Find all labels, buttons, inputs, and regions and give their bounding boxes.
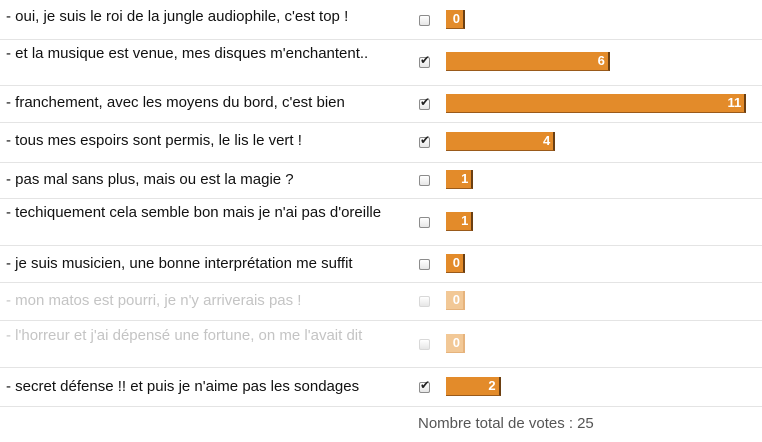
vote-count: 0: [452, 335, 460, 350]
vote-bar: 1: [446, 170, 474, 189]
poll-option-checkbox[interactable]: [419, 217, 430, 228]
vote-bar: 0: [446, 291, 465, 310]
vote-bar: 4: [446, 132, 556, 151]
poll-option-checkbox[interactable]: [419, 296, 430, 307]
vote-bar: 6: [446, 52, 610, 71]
vote-count: 11: [727, 95, 742, 110]
checkmark-icon: ✔: [420, 53, 431, 67]
poll-option-checkbox[interactable]: ✔: [419, 53, 431, 68]
vote-count: 4: [542, 133, 551, 148]
poll-option-checkbox[interactable]: [419, 339, 430, 350]
poll-option-row: - mon matos est pourri, je n'y arriverai…: [0, 282, 762, 321]
vote-count: 0: [452, 292, 460, 307]
vote-count: 1: [461, 171, 469, 186]
checkmark-icon: ✔: [420, 95, 431, 109]
poll-option-label: - pas mal sans plus, mais ou est la magi…: [6, 171, 294, 188]
vote-count: 0: [452, 11, 460, 26]
vote-count: 2: [488, 378, 496, 393]
vote-bar: 0: [446, 10, 465, 29]
poll-option-checkbox[interactable]: ✔: [419, 95, 431, 110]
vote-count: 6: [597, 53, 605, 68]
poll-option-label: - mon matos est pourri, je n'y arriverai…: [6, 292, 302, 309]
total-votes: Nombre total de votes :25: [418, 415, 594, 432]
poll-option-label: - techiquement cela semble bon mais je n…: [6, 204, 382, 221]
poll-option-label: - je suis musicien, une bonne interpréta…: [6, 255, 353, 272]
total-votes-count: 25: [577, 415, 594, 432]
poll-option-row: - franchement, avec les moyens du bord, …: [0, 85, 762, 123]
vote-count: 1: [461, 213, 469, 228]
poll-option-label: - secret défense !! et puis je n'aime pa…: [6, 378, 360, 395]
poll-option-checkbox[interactable]: [419, 15, 430, 26]
vote-bar: 1: [446, 212, 474, 231]
poll-option-label: - franchement, avec les moyens du bord, …: [6, 94, 345, 111]
poll-option-label: - l'horreur et j'ai dépensé une fortune,…: [6, 327, 363, 344]
poll-option-row: - secret défense !! et puis je n'aime pa…: [0, 367, 762, 407]
poll-option-row: - tous mes espoirs sont permis, le lis l…: [0, 122, 762, 163]
vote-bar: 2: [446, 377, 501, 396]
poll-option-checkbox[interactable]: ✔: [419, 133, 431, 148]
vote-count: 0: [452, 255, 460, 270]
poll-option-row: - oui, je suis le roi de la jungle audio…: [0, 0, 762, 40]
poll-option-checkbox[interactable]: [419, 259, 430, 270]
poll-option-checkbox[interactable]: ✔: [419, 378, 431, 393]
poll-option-label: - tous mes espoirs sont permis, le lis l…: [6, 132, 302, 149]
vote-bar: 11: [446, 94, 747, 113]
total-votes-label: Nombre total de votes :: [418, 415, 574, 432]
poll-option-row: - je suis musicien, une bonne interpréta…: [0, 245, 762, 283]
poll-option-row: - techiquement cela semble bon mais je n…: [0, 198, 762, 246]
vote-bar: 0: [446, 334, 465, 353]
poll-option-row: - pas mal sans plus, mais ou est la magi…: [0, 162, 762, 199]
poll-option-label: - et la musique est venue, mes disques m…: [6, 45, 369, 62]
checkmark-icon: ✔: [420, 133, 431, 147]
poll-option-row: - et la musique est venue, mes disques m…: [0, 39, 762, 86]
vote-bar: 0: [446, 254, 465, 273]
poll-option-row: - l'horreur et j'ai dépensé une fortune,…: [0, 320, 762, 368]
checkmark-icon: ✔: [420, 378, 431, 392]
poll-option-checkbox[interactable]: [419, 175, 430, 186]
poll-option-label: - oui, je suis le roi de la jungle audio…: [6, 8, 349, 25]
